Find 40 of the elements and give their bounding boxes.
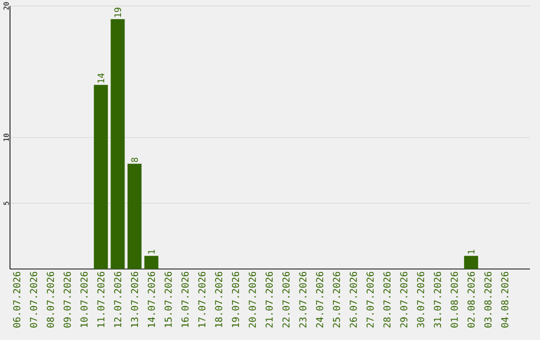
x-tick-label: 03.08.2026	[484, 272, 492, 328]
x-tick-label: 18.07.2026	[215, 272, 222, 328]
x-tick-label: 26.07.2026	[350, 272, 357, 328]
x-tick-label: 12.07.2026	[114, 272, 122, 328]
x-tick-label: 28.07.2026	[383, 272, 391, 328]
x-tick-label: 25.07.2026	[332, 272, 340, 328]
x-tick-label: 19.07.2026	[232, 272, 240, 328]
bar	[144, 256, 158, 269]
bar	[94, 84, 108, 269]
x-tick-label: 30.07.2026	[417, 272, 424, 328]
x-tick-label: 22.07.2026	[282, 272, 290, 328]
x-tick-label: 09.07.2026	[64, 272, 71, 328]
bar	[464, 256, 478, 269]
x-tick-label: 17.07.2026	[198, 272, 206, 328]
x-tick-label: 07.07.2026	[30, 272, 38, 328]
x-tick-label: 13.07.2026	[130, 272, 138, 328]
x-tick-label: 15.07.2026	[164, 272, 172, 328]
bar	[128, 164, 142, 269]
x-tick-label: 31.07.2026	[434, 272, 442, 328]
data-label: 19	[114, 8, 122, 17]
data-label: 8	[131, 158, 138, 162]
x-tick-label: 24.07.2026	[316, 272, 324, 328]
x-tick-label: 29.07.2026	[400, 272, 408, 328]
x-tick-label: 01.08.2026	[450, 272, 458, 328]
bar	[110, 19, 125, 269]
x-tick-label: 04.08.2026	[501, 272, 508, 328]
data-label: 1	[148, 250, 155, 254]
x-tick-label: 08.07.2026	[46, 272, 54, 328]
data-label: 1	[468, 250, 474, 254]
x-tick-label: 21.07.2026	[266, 272, 273, 328]
x-tick-label: 11.07.2026	[97, 272, 104, 328]
x-tick-label: 16.07.2026	[181, 272, 189, 328]
x-tick-label: 23.07.2026	[299, 272, 306, 328]
x-tick-label: 20.07.2026	[248, 272, 256, 328]
x-tick-label: 02.08.2026	[468, 272, 475, 328]
x-tick-label: 14.07.2026	[148, 272, 155, 328]
x-tick-label: 27.07.2026	[366, 272, 374, 328]
x-tick-label: 10.07.2026	[80, 272, 88, 328]
x-tick-label: 06.07.2026	[13, 272, 20, 328]
data-label: 14	[98, 73, 104, 83]
